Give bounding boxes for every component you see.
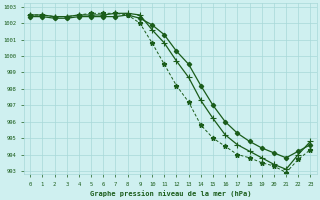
X-axis label: Graphe pression niveau de la mer (hPa): Graphe pression niveau de la mer (hPa) — [90, 190, 251, 197]
